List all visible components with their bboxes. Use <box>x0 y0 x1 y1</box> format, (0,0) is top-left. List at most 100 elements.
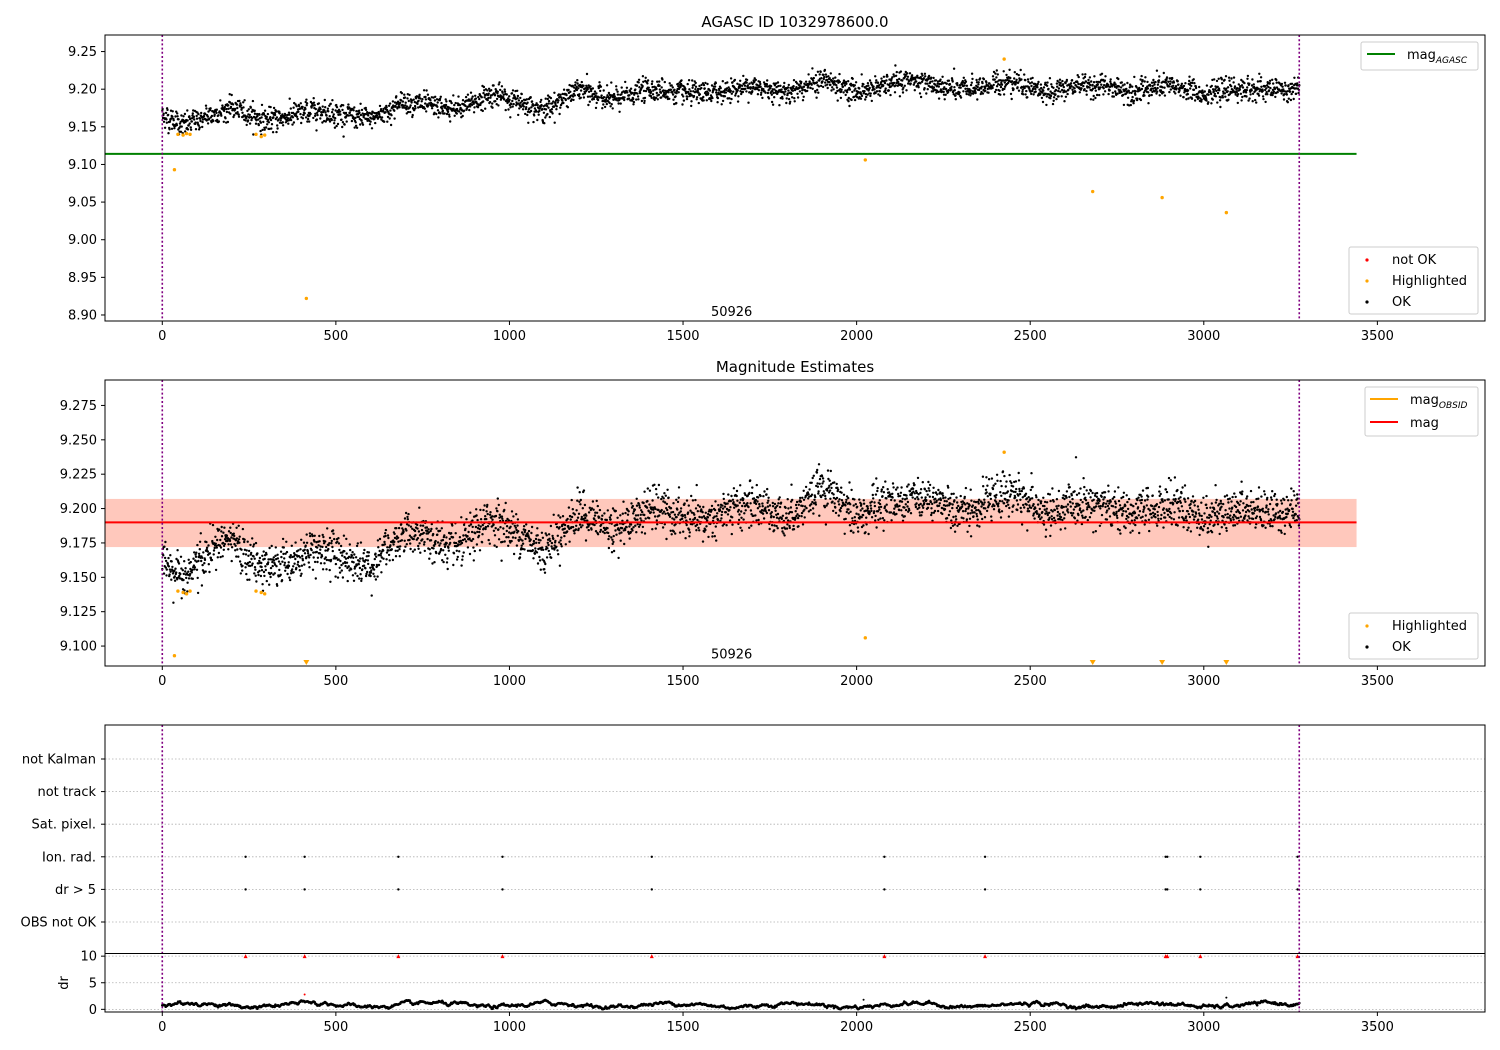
ok-point <box>571 525 575 529</box>
ok-point <box>686 95 689 98</box>
ok-point <box>527 121 530 125</box>
ok-point <box>1223 92 1227 95</box>
ok-point <box>522 105 525 108</box>
ok-point <box>529 538 532 541</box>
ok-point <box>598 508 602 512</box>
ok-point <box>358 560 361 563</box>
ok-point <box>316 546 319 549</box>
ok-point <box>458 536 462 539</box>
ok-point <box>478 97 481 101</box>
ok-point <box>177 118 180 121</box>
ok-point <box>734 94 737 97</box>
ok-point <box>778 104 781 107</box>
ok-point <box>301 559 305 562</box>
ok-point <box>1216 85 1219 89</box>
ok-point <box>1050 83 1053 86</box>
ok-point <box>1065 90 1068 93</box>
ok-point <box>244 119 247 122</box>
ok-point <box>286 113 289 117</box>
ok-point <box>273 113 277 117</box>
ok-point <box>965 84 969 88</box>
ok-point <box>751 82 754 86</box>
ok-point <box>721 524 724 527</box>
ok-point <box>887 89 890 92</box>
ok-point <box>385 558 388 561</box>
ok-point <box>860 73 863 76</box>
ok-point <box>923 87 926 90</box>
ok-point <box>638 86 641 89</box>
ok-point <box>577 527 580 530</box>
ok-point <box>389 123 393 127</box>
ok-point <box>212 549 216 552</box>
ok-point <box>206 550 209 553</box>
ok-point <box>384 532 387 535</box>
ok-point <box>808 80 811 83</box>
ok-point <box>348 111 351 115</box>
ok-point <box>312 551 315 554</box>
ok-point <box>823 75 826 79</box>
ok-point <box>566 517 569 521</box>
ok-point <box>466 546 470 549</box>
ok-point <box>1083 75 1087 79</box>
ok-point <box>452 563 455 567</box>
ok-point <box>635 497 638 500</box>
ok-point <box>969 89 972 92</box>
ok-point <box>255 580 258 583</box>
ok-point <box>403 539 406 542</box>
ok-point <box>514 536 517 540</box>
ok-point <box>936 82 939 85</box>
ok-point <box>976 98 979 101</box>
ok-point <box>779 84 782 88</box>
ok-point <box>272 559 276 562</box>
ok-point <box>598 96 601 99</box>
ok-point <box>1261 89 1265 93</box>
ok-point <box>565 93 568 97</box>
ok-point <box>831 86 834 89</box>
ok-point <box>1052 86 1055 90</box>
ok-point <box>512 102 515 106</box>
ok-point <box>937 90 940 94</box>
ok-point <box>1098 81 1102 84</box>
ok-point <box>610 103 613 106</box>
ok-point <box>714 525 717 528</box>
ok-point <box>547 549 550 553</box>
ok-point <box>740 510 743 513</box>
ok-point <box>498 513 501 516</box>
ok-point <box>713 85 717 88</box>
ok-point <box>815 81 819 84</box>
ok-point <box>692 94 696 98</box>
ok-point <box>738 513 741 516</box>
ok-point <box>541 546 544 549</box>
ok-point <box>202 551 205 554</box>
ok-point <box>619 539 622 542</box>
ok-point <box>269 118 273 122</box>
ok-point <box>241 569 244 572</box>
ok-point <box>844 93 847 97</box>
ok-point <box>879 86 882 90</box>
ok-point <box>219 555 222 559</box>
ok-point <box>220 114 223 117</box>
ok-point <box>221 104 224 107</box>
ok-point <box>648 503 651 506</box>
ok-point <box>943 98 946 101</box>
ok-point <box>494 514 498 518</box>
ok-point <box>168 120 172 124</box>
ok-point <box>1102 93 1105 96</box>
ok-point <box>292 121 296 124</box>
ok-point <box>548 115 551 119</box>
ok-point <box>787 83 790 87</box>
ok-point <box>624 511 627 515</box>
ok-point <box>1283 81 1287 85</box>
ok-point <box>429 539 433 542</box>
ok-point <box>867 84 870 87</box>
ok-point <box>1210 84 1214 88</box>
ok-point <box>422 89 426 92</box>
x-tick-label: 0 <box>158 329 166 344</box>
ok-point <box>945 82 948 86</box>
ok-point <box>493 94 497 97</box>
ok-point <box>996 80 999 83</box>
ok-point <box>836 99 839 102</box>
ok-point <box>1169 88 1173 91</box>
ok-point <box>1272 82 1275 85</box>
ok-point <box>1211 98 1215 101</box>
